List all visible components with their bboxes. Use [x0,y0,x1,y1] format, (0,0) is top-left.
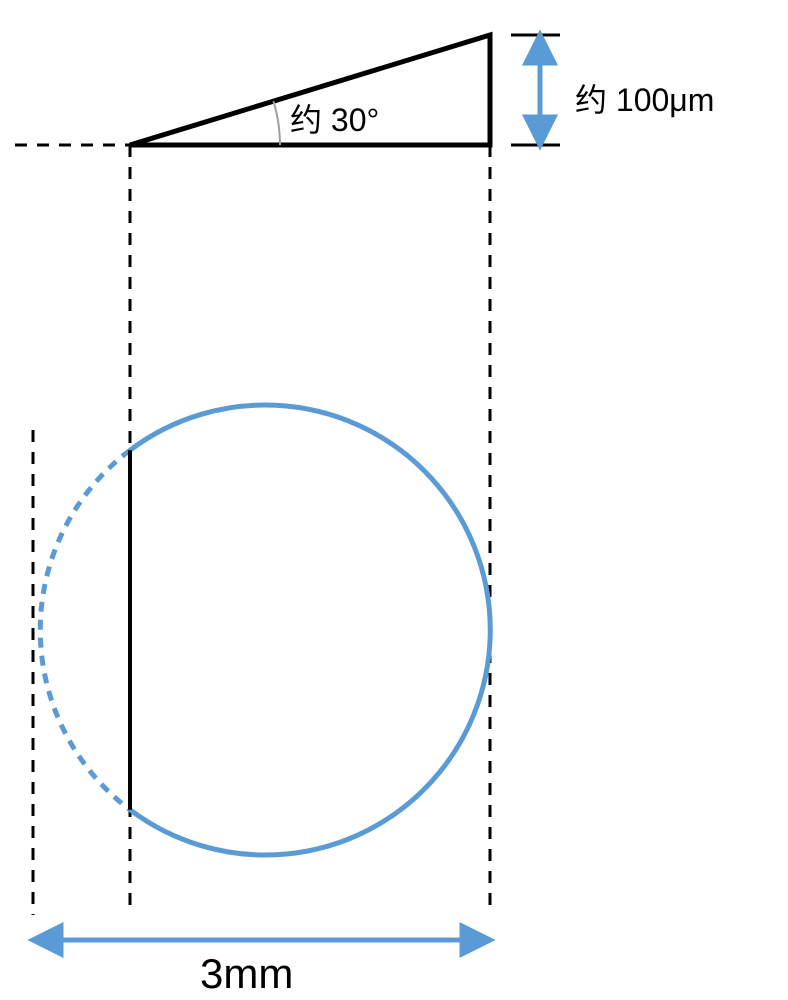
angle-arc [273,101,280,145]
angle-label: 约 30° [290,95,379,141]
diagram-canvas [0,0,788,1000]
width-label: 3mm [200,950,293,998]
height-arrow [526,35,554,145]
height-label: 约 100μm [575,75,714,121]
guide-lines [15,35,490,915]
truncated-circle [40,405,490,855]
